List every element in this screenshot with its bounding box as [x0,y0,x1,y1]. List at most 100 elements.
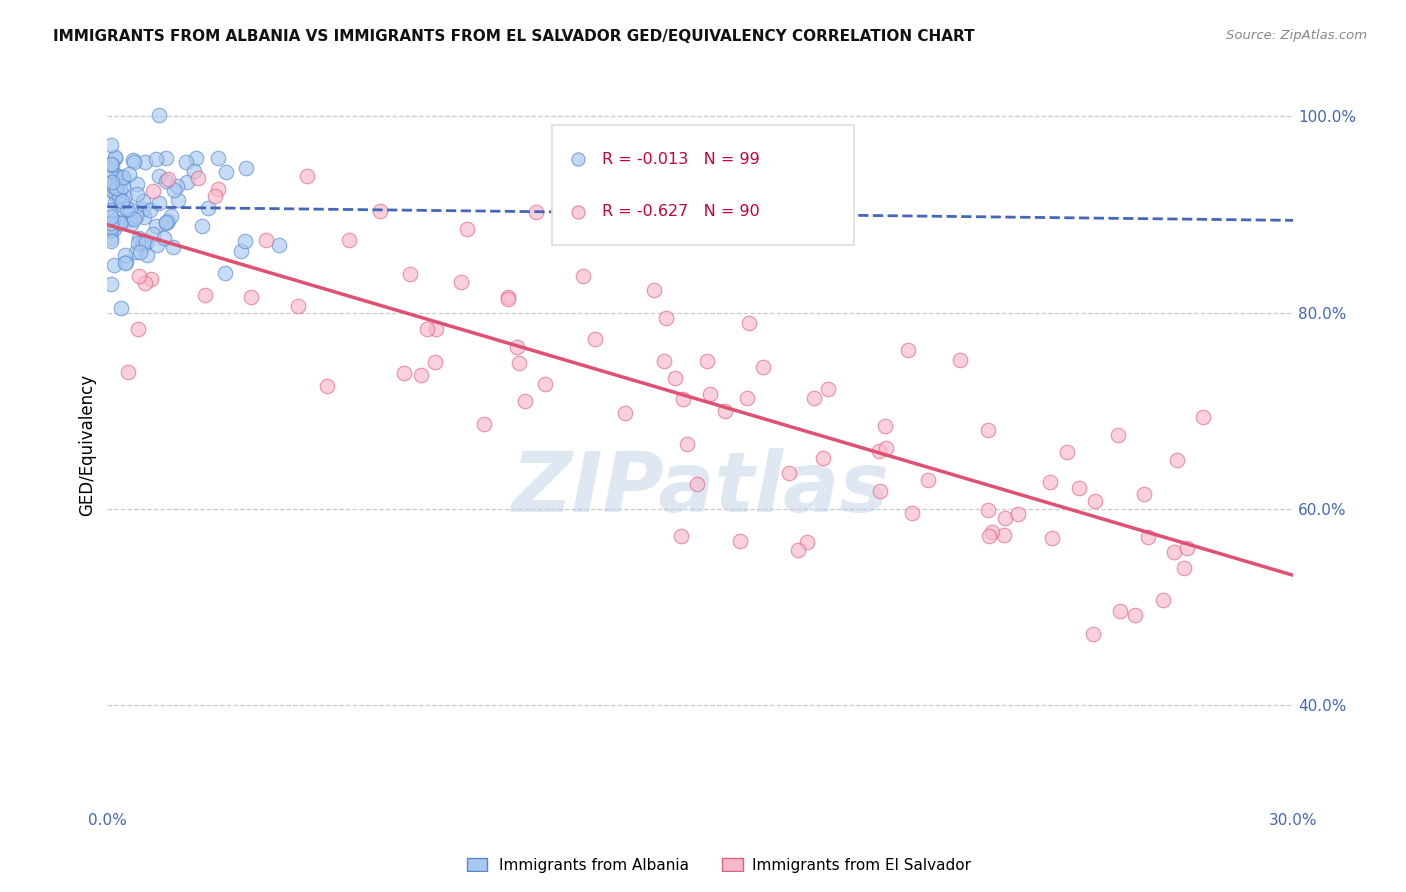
Point [134,237,156,252]
Point [111,173,134,187]
Text: Immigrants from Albania: Immigrants from Albania [499,858,689,872]
Point [1067,481,1090,495]
Point [752,359,775,374]
Point [114,248,136,262]
Point [993,527,1015,541]
Point [1137,530,1160,544]
Point [450,275,472,289]
Point [167,194,190,208]
Point [993,510,1015,524]
Point [197,201,219,215]
Point [100,223,122,237]
Point [127,236,149,251]
Bar [467,858,486,871]
Point [392,366,415,380]
Point [100,277,122,292]
Point [155,174,177,188]
Point [778,466,800,480]
Point [135,235,157,249]
Point [669,529,692,543]
Point [1173,560,1195,574]
Point [117,365,139,379]
Point [103,178,125,193]
Point [207,182,229,196]
Point [186,152,208,166]
Point [287,299,309,313]
Point [295,169,318,184]
Point [125,209,148,223]
Point [515,394,537,409]
Text: Source: ZipAtlas.com: Source: ZipAtlas.com [1226,29,1367,42]
Point [686,476,709,491]
Point [1163,544,1185,558]
Point [105,190,128,204]
Point [100,234,122,248]
Point [128,268,150,283]
Point [145,238,167,252]
Point [425,322,447,336]
Point [112,179,135,194]
Point [129,244,152,259]
Point [796,534,818,549]
Point [111,198,134,212]
Point [875,441,897,455]
Point [148,108,170,122]
Point [699,387,721,401]
Point [114,256,136,270]
Point [100,202,122,217]
Point [100,231,122,245]
FancyBboxPatch shape [553,126,855,245]
Point [643,283,665,297]
Point [124,211,146,226]
Point [337,233,360,247]
Point [728,533,751,548]
Point [101,174,124,188]
Point [134,155,156,169]
Point [163,183,186,197]
Point [103,258,125,272]
Point [153,231,176,245]
Point [572,269,595,284]
Point [811,451,834,466]
Point [176,176,198,190]
Point [696,354,718,368]
Point [583,332,606,346]
Point [162,240,184,254]
Point [100,220,122,235]
Bar [723,858,742,871]
Point [187,171,209,186]
Point [416,322,439,336]
Point [235,234,257,248]
Point [166,178,188,193]
Point [817,382,839,396]
Point [108,189,131,203]
Point [524,204,547,219]
Point [1081,627,1104,641]
Point [136,248,159,262]
Point [100,216,122,230]
Point [134,276,156,290]
Point [194,288,217,302]
Point [214,266,236,280]
Point [132,235,155,250]
Point [737,391,759,405]
Point [100,156,122,170]
Point [506,339,529,353]
Point [104,173,127,187]
Point [101,157,124,171]
Text: IMMIGRANTS FROM ALBANIA VS IMMIGRANTS FROM EL SALVADOR GED/EQUIVALENCY CORRELATI: IMMIGRANTS FROM ALBANIA VS IMMIGRANTS FR… [53,29,974,44]
Point [115,202,138,216]
Point [132,194,155,209]
Point [787,543,810,558]
Text: R = -0.627   N = 90: R = -0.627 N = 90 [602,204,759,219]
Point [111,194,134,208]
Point [128,231,150,245]
Point [423,355,446,369]
Point [157,213,180,227]
Point [315,379,337,393]
Point [875,418,897,433]
Point [160,209,183,223]
Text: R = -0.013   N = 99: R = -0.013 N = 99 [602,152,759,167]
Point [1007,508,1029,522]
Point [1132,486,1154,500]
